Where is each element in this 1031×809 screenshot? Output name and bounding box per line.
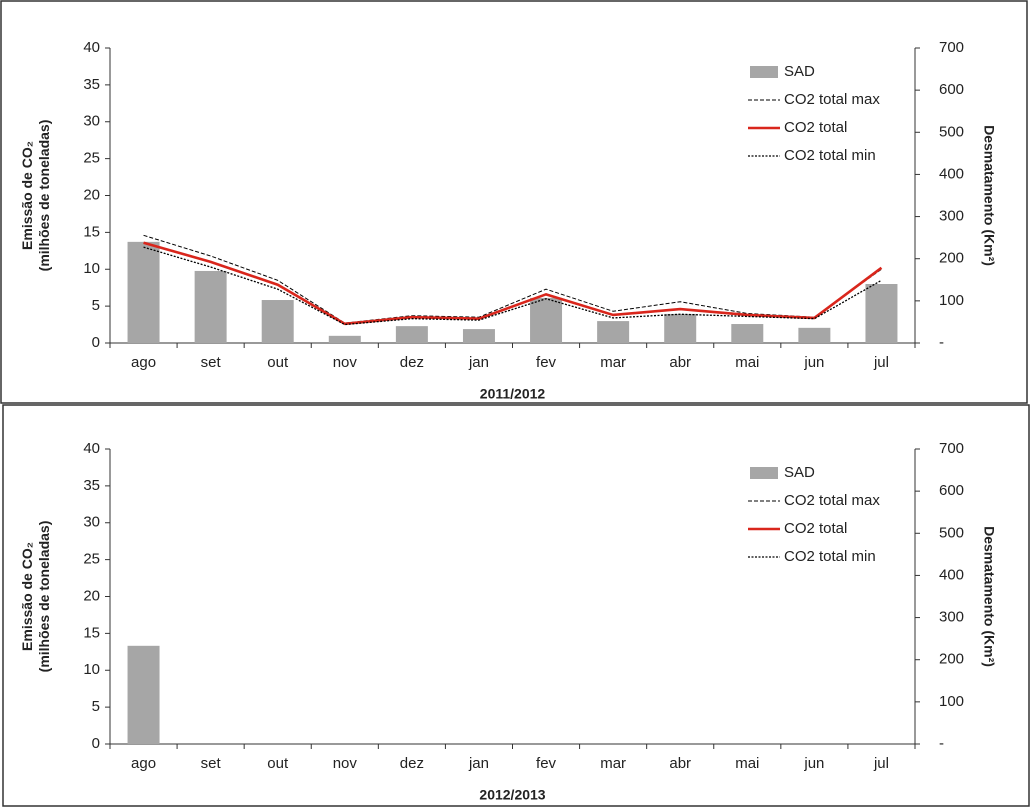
y2-axis-label: Desmatamento (Km²) [981, 125, 997, 266]
x-tick-label: ago [131, 755, 156, 772]
legend-label: CO2 total [784, 520, 847, 537]
y2-tick-label: 400 [939, 165, 964, 182]
x-tick-label: out [267, 354, 289, 371]
bar [462, 329, 495, 343]
x-tick-label: fev [536, 755, 557, 772]
y-tick-label: 30 [83, 113, 100, 130]
bar [194, 270, 227, 343]
x-tick-label: dez [400, 755, 424, 772]
y2-tick-label: 200 [939, 651, 964, 668]
x-tick-label: nov [333, 755, 358, 772]
x-tick-label: jul [873, 755, 889, 772]
y2-tick-label: 700 [939, 39, 964, 56]
y-tick-label: 5 [92, 297, 100, 314]
x-tick-label: abr [669, 354, 691, 371]
y-axis-label-line: (milhões de toneladas) [36, 521, 52, 673]
legend-label: CO2 total [784, 119, 847, 136]
y2-tick-label: - [939, 735, 944, 752]
y2-tick-label: 300 [939, 609, 964, 626]
y-tick-label: 20 [83, 587, 100, 604]
x-tick-label: fev [536, 354, 557, 371]
y-tick-label: 25 [83, 150, 100, 167]
y2-tick-label: 600 [939, 81, 964, 98]
y2-tick-label: 700 [939, 440, 964, 457]
x-tick-label: mar [600, 755, 626, 772]
y-tick-label: 35 [83, 477, 100, 494]
y-tick-label: 15 [83, 223, 100, 240]
x-tick-label: out [267, 755, 289, 772]
legend-swatch [750, 66, 778, 78]
y-tick-label: 15 [83, 624, 100, 641]
legend-label: CO2 total min [784, 548, 876, 565]
y2-tick-label: - [939, 334, 944, 351]
y-tick-label: 40 [83, 440, 100, 457]
bar [798, 327, 831, 343]
y-axis-label: Emissão de CO₂(milhões de toneladas) [19, 521, 52, 673]
panel-border [2, 404, 1030, 807]
y2-tick-label: 200 [939, 250, 964, 267]
y-axis-label-line: Emissão de CO₂ [19, 141, 35, 250]
y-tick-label: 0 [92, 334, 100, 351]
bar [597, 321, 630, 343]
x-tick-label: mai [735, 354, 759, 371]
y2-tick-label: 300 [939, 208, 964, 225]
bar [865, 284, 898, 343]
bar [127, 645, 160, 744]
legend-label: SAD [784, 464, 815, 481]
y2-axis-label: Desmatamento (Km²) [981, 526, 997, 667]
bar [530, 297, 563, 343]
y-axis-label-line: (milhões de toneladas) [36, 120, 52, 272]
y-tick-label: 40 [83, 39, 100, 56]
y2-tick-label: 500 [939, 524, 964, 541]
y-axis-label-line: Emissão de CO₂ [19, 542, 35, 651]
y-tick-label: 5 [92, 698, 100, 715]
y-tick-label: 30 [83, 514, 100, 531]
x-tick-label: jan [468, 755, 489, 772]
y2-tick-label: 100 [939, 292, 964, 309]
x-tick-label: abr [669, 755, 691, 772]
panel-border [0, 0, 1028, 404]
y-axis-label: Emissão de CO₂(milhões de toneladas) [19, 120, 52, 272]
line-series [143, 246, 882, 326]
line-series [143, 241, 883, 326]
x-axis-label: 2012/2013 [479, 787, 545, 803]
x-tick-label: jun [803, 354, 824, 371]
x-tick-label: jun [803, 755, 824, 772]
bar [261, 300, 294, 343]
y2-tick-label: 600 [939, 482, 964, 499]
y-tick-label: 25 [83, 551, 100, 568]
x-tick-label: mai [735, 755, 759, 772]
x-tick-label: ago [131, 354, 156, 371]
x-tick-label: jul [873, 354, 889, 371]
legend-label: CO2 total max [784, 492, 880, 509]
y-tick-label: 10 [83, 260, 100, 277]
x-tick-label: dez [400, 354, 424, 371]
y2-tick-label: 500 [939, 123, 964, 140]
bar [395, 326, 428, 343]
x-axis-label: 2011/2012 [480, 386, 546, 402]
y-tick-label: 10 [83, 661, 100, 678]
y-tick-label: 35 [83, 76, 100, 93]
y2-tick-label: 100 [939, 693, 964, 710]
y-tick-label: 0 [92, 735, 100, 752]
y-tick-label: 20 [83, 186, 100, 203]
line-series [143, 234, 882, 324]
bar [127, 241, 160, 343]
x-tick-label: nov [333, 354, 358, 371]
bar [328, 335, 361, 343]
x-tick-label: jan [468, 354, 489, 371]
y2-tick-label: 400 [939, 566, 964, 583]
legend-label: CO2 total min [784, 147, 876, 164]
bar [731, 324, 764, 343]
legend-swatch [750, 467, 778, 479]
legend-label: SAD [784, 63, 815, 80]
legend-label: CO2 total max [784, 91, 880, 108]
x-tick-label: mar [600, 354, 626, 371]
bar [664, 313, 697, 343]
x-tick-label: set [201, 354, 222, 371]
x-tick-label: set [201, 755, 222, 772]
